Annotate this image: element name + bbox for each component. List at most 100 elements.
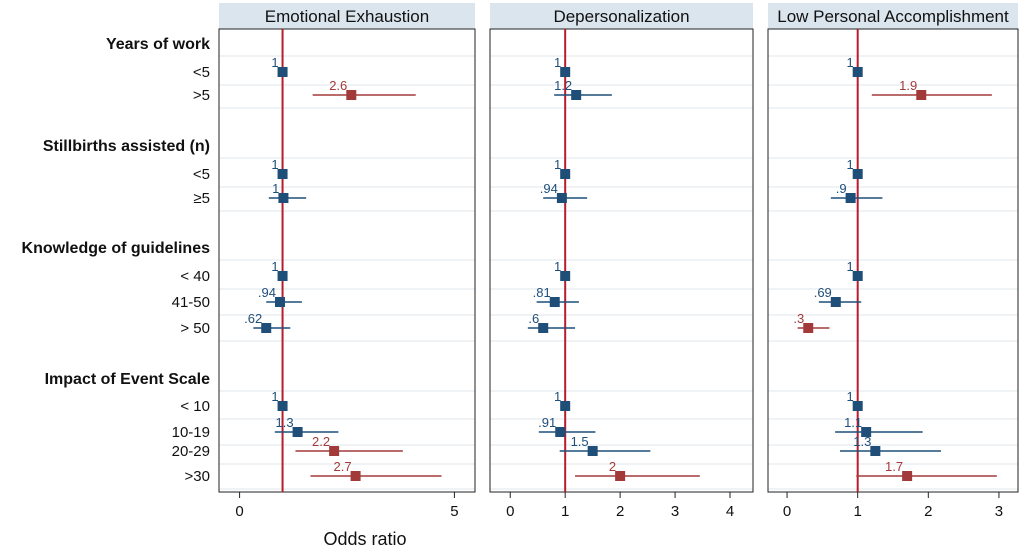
row-label: 41-50 — [172, 294, 210, 311]
or-marker — [803, 323, 814, 333]
or-value-label: .9 — [836, 181, 847, 196]
panel-frame — [489, 28, 754, 493]
or-value-label: 1.1 — [844, 415, 862, 430]
or-value-label: 1.2 — [554, 78, 572, 93]
or-value-label: 2.6 — [329, 78, 347, 93]
axis-tick-label: 0 — [506, 503, 514, 520]
or-marker — [346, 90, 357, 100]
or-value-label: 1.7 — [885, 459, 903, 474]
or-value-label: 1 — [272, 181, 279, 196]
or-value-label: .62 — [244, 311, 262, 326]
or-marker — [278, 193, 289, 203]
axis-tick-label: 1 — [561, 503, 569, 520]
panel-frame — [767, 28, 1019, 493]
or-marker — [615, 471, 626, 481]
or-value-label: 1 — [554, 55, 561, 70]
axis-tick-label: 0 — [783, 503, 791, 520]
row-label: < 10 — [180, 398, 210, 415]
axis-tick-label: 1 — [854, 503, 862, 520]
group-label: Years of work — [106, 36, 210, 53]
or-marker — [830, 297, 841, 307]
panel-header — [219, 3, 475, 29]
or-value-label: 1.3 — [853, 434, 871, 449]
or-value-label: .94 — [540, 181, 558, 196]
or-marker — [916, 90, 927, 100]
or-value-label: 1.9 — [899, 78, 917, 93]
or-marker — [861, 427, 872, 437]
or-marker — [845, 193, 856, 203]
or-marker — [852, 169, 863, 179]
axis-tick-label: 2 — [924, 503, 932, 520]
axis-tick-label: 0 — [235, 503, 243, 520]
or-value-label: 2.2 — [312, 434, 330, 449]
or-marker — [560, 271, 571, 281]
or-marker — [571, 90, 582, 100]
panel-frame — [218, 28, 476, 493]
axis-tick-label: 3 — [671, 503, 679, 520]
axis-tick-label: 3 — [995, 503, 1003, 520]
panel-header — [490, 3, 753, 29]
or-value-label: 1 — [554, 157, 561, 172]
or-marker — [852, 401, 863, 411]
row-label: >5 — [193, 87, 210, 104]
or-value-label: 1 — [846, 55, 853, 70]
or-value-label: .91 — [538, 415, 556, 430]
axis-tick-label: 5 — [450, 503, 458, 520]
row-label: <5 — [193, 64, 210, 81]
row-label: > 50 — [180, 320, 210, 337]
panel-title: Depersonalization — [553, 7, 689, 26]
or-value-label: 1 — [271, 259, 278, 274]
or-value-label: 1 — [271, 157, 278, 172]
group-label: Knowledge of guidelines — [22, 240, 211, 257]
or-marker — [560, 401, 571, 411]
or-marker — [870, 446, 881, 456]
or-value-label: .6 — [528, 311, 539, 326]
or-marker — [538, 323, 549, 333]
or-value-label: 1 — [846, 389, 853, 404]
row-label: <5 — [193, 166, 210, 183]
or-marker — [852, 271, 863, 281]
or-marker — [560, 67, 571, 77]
or-value-label: 1 — [554, 389, 561, 404]
or-marker — [274, 297, 285, 307]
or-marker — [560, 169, 571, 179]
or-marker — [852, 67, 863, 77]
or-marker — [555, 427, 566, 437]
panel-title: Low Personal Accomplishment — [777, 7, 1009, 26]
row-label: >30 — [185, 468, 210, 485]
x-axis-title: Odds ratio — [323, 529, 406, 549]
or-value-label: 1 — [271, 55, 278, 70]
or-marker — [549, 297, 560, 307]
or-marker — [277, 169, 288, 179]
group-label: Stillbirths assisted (n) — [43, 138, 210, 155]
or-marker — [587, 446, 598, 456]
or-value-label: 1 — [271, 389, 278, 404]
or-value-label: .94 — [258, 285, 276, 300]
or-marker — [556, 193, 567, 203]
or-value-label: .69 — [814, 285, 832, 300]
axis-tick-label: 2 — [616, 503, 624, 520]
row-label: ≥5 — [193, 190, 210, 207]
or-marker — [277, 401, 288, 411]
row-label: 20-29 — [172, 443, 210, 460]
row-label: < 40 — [180, 268, 210, 285]
panel-title: Emotional Exhaustion — [265, 7, 429, 26]
or-value-label: .3 — [793, 311, 804, 326]
row-label: 10-19 — [172, 424, 210, 441]
or-marker — [277, 67, 288, 77]
or-value-label: .81 — [533, 285, 551, 300]
or-value-label: 1.3 — [276, 415, 294, 430]
or-value-label: 2 — [609, 459, 616, 474]
or-marker — [261, 323, 272, 333]
or-value-label: 1 — [554, 259, 561, 274]
or-marker — [350, 471, 361, 481]
or-marker — [902, 471, 913, 481]
axis-tick-label: 4 — [726, 503, 734, 520]
or-value-label: 1 — [846, 157, 853, 172]
group-label: Impact of Event Scale — [45, 371, 210, 388]
panel-header — [768, 3, 1018, 29]
or-marker — [329, 446, 340, 456]
or-value-label: 2.7 — [334, 459, 352, 474]
